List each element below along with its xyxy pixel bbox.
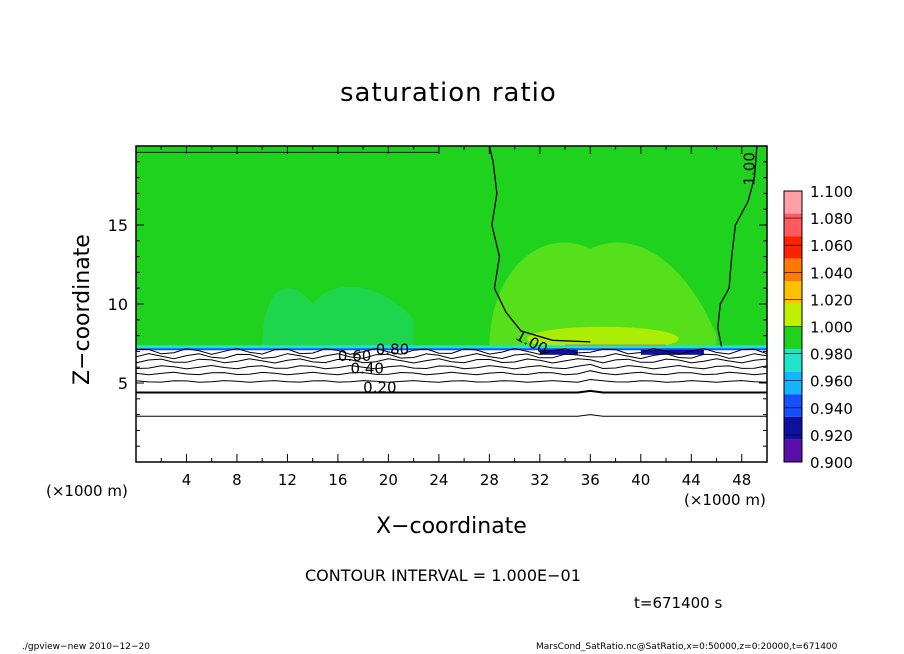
colorbar-swatch [784,394,802,417]
time-stamp: t=671400 s [634,594,723,612]
colorbar-label: 0.940 [810,400,853,418]
contour-line [135,353,768,360]
field-plume-region [489,242,717,349]
field-subsaturated-region [262,286,414,349]
x-tick-label: 32 [530,471,549,489]
x-axis-label: X−coordinate [376,514,527,539]
colorbar-label: 1.060 [810,237,853,255]
colorbar-label: 0.960 [810,373,853,391]
field-dry-zone [136,348,767,462]
field-transition-cyan [136,345,767,349]
y-tick-label: 15 [108,216,128,235]
x-tick-label: 4 [182,471,192,489]
contour-line [135,347,768,355]
x-tick-label: 20 [379,471,398,489]
contour-line [136,389,767,394]
contour-line-1.00-left [488,145,591,343]
x-unit-label-left: (×1000 m) [46,482,128,500]
colorbar-swatch [784,326,802,350]
colorbar-label: 0.920 [810,427,853,445]
y-tick-label: 5 [118,374,128,393]
contour-line [135,370,768,376]
contour-line [135,358,768,364]
contour-label: 1.00 [740,152,758,185]
colorbar-label: 1.080 [810,210,853,228]
x-tick-label: 8 [232,471,242,489]
colorbar-swatch [784,439,802,462]
y-tick-label: 10 [108,295,128,314]
footer-file-info: MarsCond_SatRatio.nc@SatRatio,x=0:50000,… [536,642,838,652]
colorbar-swatch [784,371,802,395]
colorbar-label: 1.020 [810,291,853,309]
contour-label: 0.20 [363,378,396,396]
colorbar-label: 0.900 [810,454,853,472]
contour-line [136,414,767,417]
colorbar-label: 1.040 [810,264,853,282]
colorbar-swatch [784,303,802,327]
field-transition-blue [136,348,767,351]
contour-label: 0.40 [351,360,384,378]
contour-interval-text: CONTOUR INTERVAL = 1.000E−01 [305,566,581,585]
x-tick-label: 48 [732,471,751,489]
x-tick-label: 44 [682,471,701,489]
contour-label: 0.80 [376,341,409,359]
colorbar-label: 1.000 [810,319,853,337]
footer-program-date: ./gpview−new 2010−12−20 [22,642,150,652]
x-tick-label: 24 [429,471,448,489]
colorbar-swatch [784,213,802,237]
contour-label: 0.60 [338,347,371,365]
field-dark-patch-1 [539,349,578,355]
x-tick-label: 16 [328,471,347,489]
colorbar-label: 0.980 [810,346,853,364]
x-unit-label-right: (×1000 m) [684,491,766,509]
contour-line [135,363,768,370]
colorbar-label: 1.100 [810,183,853,201]
colorbar-swatch [784,416,802,440]
colorbar-swatch [784,236,802,259]
colorbar-swatch [784,191,802,214]
x-tick-label: 40 [631,471,650,489]
colorbar-swatch [784,281,802,304]
x-tick-label: 36 [581,471,600,489]
field-supersaturated-core [527,326,679,351]
contour-line-1.00-right [717,145,758,347]
x-tick-label: 28 [480,471,499,489]
contour-line [135,378,768,383]
colorbar-swatch [784,349,802,372]
y-axis-label: Z−coordinate [70,234,95,385]
x-tick-label: 12 [278,471,297,489]
colorbar-swatch [784,258,802,282]
chart-title: saturation ratio [340,78,557,108]
